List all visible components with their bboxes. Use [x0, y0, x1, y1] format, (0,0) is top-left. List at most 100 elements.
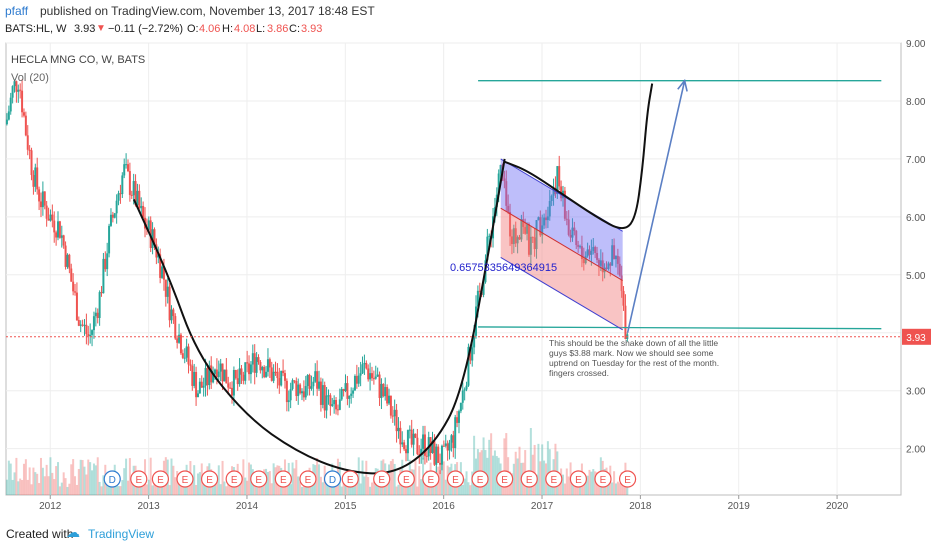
candle-body	[57, 221, 60, 238]
candle-body	[43, 191, 46, 206]
candle-body	[268, 359, 271, 368]
volume-bar	[246, 480, 249, 495]
volume-bar	[75, 484, 78, 495]
volume-bar	[588, 469, 591, 495]
volume-bar	[155, 480, 158, 495]
candle-body	[584, 256, 587, 264]
volume-bar	[490, 433, 493, 495]
candle-body	[301, 391, 304, 394]
candle-body	[352, 390, 355, 394]
channel-drawing	[478, 80, 882, 331]
annotation-note: This should be the shake down of all the…	[549, 338, 719, 378]
author-link[interactable]: pfaff	[5, 4, 29, 18]
candle-body	[516, 237, 519, 244]
candle-body	[115, 200, 118, 214]
candle-body	[597, 259, 600, 266]
candle-body	[544, 217, 547, 221]
candle-body	[92, 316, 95, 331]
candle-body	[208, 365, 211, 386]
volume-bar	[153, 477, 156, 495]
volume-bar	[416, 486, 419, 495]
candle-body	[431, 441, 434, 454]
candle-body	[263, 367, 266, 378]
candle-body	[187, 346, 190, 365]
candle-body	[522, 219, 525, 227]
candle-body	[244, 362, 247, 381]
volume-bar	[221, 460, 224, 495]
candle-body	[323, 385, 326, 411]
candle-body	[476, 290, 479, 307]
cup-handle-curve	[504, 83, 654, 230]
created-with-text: Created with	[6, 527, 74, 541]
volume-bar	[94, 465, 97, 495]
candle-body	[213, 369, 216, 374]
volume-bar	[266, 471, 269, 495]
candle-body	[327, 395, 330, 397]
volume-bar	[238, 481, 241, 495]
candle-body	[448, 442, 451, 451]
earnings-marker-label: E	[135, 475, 142, 486]
candle-body	[106, 253, 109, 270]
earnings-marker-label: E	[182, 475, 189, 486]
x-tick-label: 2018	[629, 501, 652, 512]
candle-body	[369, 373, 372, 380]
volume-bar	[579, 483, 582, 495]
earnings-marker-label: E	[305, 475, 312, 486]
low-label: L:	[256, 23, 266, 35]
candle-body	[372, 378, 375, 380]
volume-bar	[34, 472, 37, 495]
volume-bar	[55, 466, 58, 495]
volume-bar	[533, 444, 536, 495]
candle-body	[543, 217, 546, 226]
candle-body	[406, 430, 409, 454]
volume-bar	[195, 484, 198, 495]
volume-bar	[293, 468, 296, 495]
volume-bar	[344, 477, 347, 495]
volume-bar	[24, 459, 27, 495]
candle-body	[399, 427, 402, 445]
candle-body	[11, 86, 14, 98]
candle-body	[176, 338, 179, 343]
tradingview-brand-link[interactable]: TradingView	[88, 527, 155, 541]
volume-bar	[473, 435, 476, 495]
candle-body	[586, 249, 589, 257]
candle-body	[442, 445, 445, 447]
volume-bar	[607, 477, 610, 495]
candle-body	[236, 378, 239, 385]
candle-body	[531, 236, 534, 238]
volume-bar	[204, 480, 207, 495]
volume-bar	[242, 459, 245, 495]
candle-body	[178, 334, 181, 343]
candle-body	[265, 371, 268, 378]
fib-ratio-label: 0.6575335649364915	[450, 262, 557, 274]
earnings-marker	[200, 470, 219, 488]
volume-bar	[60, 482, 63, 495]
candle-body	[425, 455, 428, 457]
volume-bar	[151, 485, 154, 495]
candle-body	[19, 89, 22, 91]
volume-bar	[550, 485, 553, 495]
candle-body	[539, 217, 542, 236]
volume-bar	[397, 484, 400, 495]
candle-body	[391, 415, 394, 417]
candle-body	[503, 178, 506, 182]
volume-bar	[282, 485, 285, 495]
earnings-marker	[569, 470, 588, 488]
volume-bar	[584, 478, 587, 495]
candle-body	[289, 388, 292, 401]
candle-body	[416, 437, 419, 455]
candle-body	[26, 135, 29, 150]
earnings-marker-label: E	[157, 475, 164, 486]
volume-bar	[571, 482, 574, 495]
volume-bar	[321, 482, 324, 495]
candle-body	[246, 362, 249, 364]
volume-bar	[505, 433, 508, 495]
candle-body	[353, 375, 356, 391]
volume-bar	[217, 465, 220, 495]
target-arrow-line	[626, 80, 686, 333]
candle-body	[51, 214, 54, 221]
candle-body	[22, 112, 25, 116]
volume-bar	[248, 462, 251, 495]
candle-body	[283, 373, 286, 381]
